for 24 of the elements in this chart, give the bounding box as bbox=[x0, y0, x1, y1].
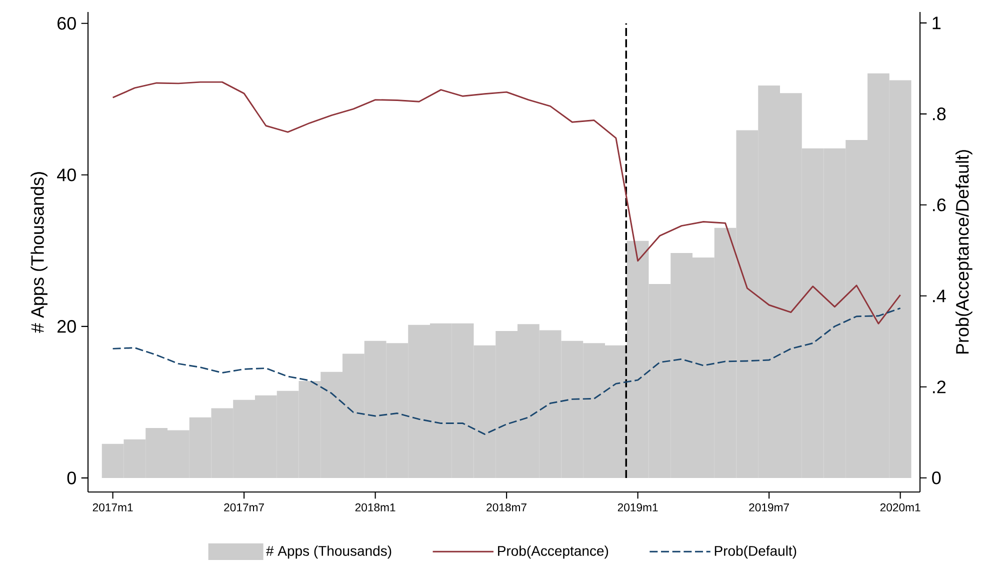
y2-axis-title: Prob(Acceptance/Default) bbox=[956, 150, 972, 354]
x-tick-label: 2017m7 bbox=[224, 503, 264, 512]
x-tick-label: 2020m1 bbox=[880, 503, 920, 512]
legend-label: Prob(Acceptance) bbox=[498, 546, 608, 559]
y2-tick-label: 0 bbox=[932, 472, 941, 484]
legend-label: # Apps (Thousands) bbox=[266, 546, 392, 559]
y-tick-label: 20 bbox=[58, 320, 76, 333]
y2-tick-label: .4 bbox=[933, 290, 946, 302]
line-series bbox=[112, 307, 902, 435]
line-series bbox=[112, 81, 902, 324]
y-tick-label: 40 bbox=[57, 168, 76, 182]
y-axis-title: # Apps (Thousands) bbox=[30, 172, 48, 333]
x-tick-label: 2018m7 bbox=[486, 503, 526, 512]
y2-tick-label: .6 bbox=[933, 198, 946, 212]
y-tick-label: 0 bbox=[67, 472, 76, 484]
x-tick-label: 2019m1 bbox=[618, 503, 658, 512]
x-tick-label: 2019m7 bbox=[749, 503, 789, 512]
y2-tick-label: 1 bbox=[932, 16, 941, 30]
y2-tick-label: .8 bbox=[933, 108, 946, 120]
y-tick-label: 60 bbox=[58, 16, 76, 30]
x-tick-label: 2018m1 bbox=[355, 503, 396, 512]
legend-label: Prob(Default) bbox=[714, 546, 796, 559]
y2-tick-label: .2 bbox=[933, 380, 946, 394]
x-tick-label: 2017m1 bbox=[92, 503, 133, 512]
